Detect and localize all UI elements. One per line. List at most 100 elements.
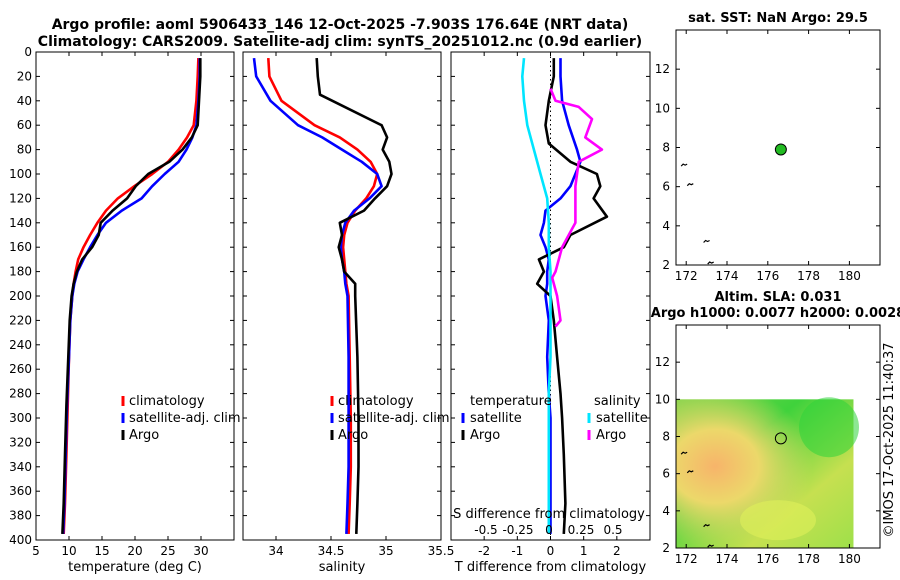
y-tick-label: 12 bbox=[655, 62, 670, 76]
island-outline bbox=[703, 523, 710, 528]
series-t-argo bbox=[535, 58, 609, 534]
island-outline bbox=[686, 182, 694, 187]
imos-timestamp: ©IMOS 17-Oct-2025 11:40:37 bbox=[882, 342, 897, 537]
island-outline bbox=[707, 544, 714, 548]
temperature-panel: 0 20 40 60 80 100 120 140 160 180 200 220 240 260 280 3… bbox=[9, 45, 241, 575]
x-tick-label: 1 bbox=[580, 544, 588, 558]
y-tick-label: 240 bbox=[9, 338, 32, 352]
y-tick-label: 320 bbox=[9, 435, 32, 449]
x-tick-label: 178 bbox=[797, 269, 820, 283]
legend-title-salinity: salinity bbox=[594, 394, 641, 409]
y-tick-label: 2 bbox=[662, 541, 670, 555]
y-tick-label: 160 bbox=[9, 240, 32, 254]
y-tick-label: 4 bbox=[662, 504, 670, 518]
y-tick-label: 0 bbox=[24, 45, 32, 59]
x-tick-label: 30 bbox=[193, 544, 208, 558]
map-title-line: Altim. SLA: 0.031 bbox=[715, 290, 842, 305]
figure-title-line2: Climatology: CARS2009. Satellite-adj cli… bbox=[38, 34, 642, 50]
plot-frame bbox=[242, 51, 442, 541]
y-tick-label: 60 bbox=[17, 118, 32, 132]
argo-position-marker bbox=[774, 143, 787, 156]
x-tick-label: 15 bbox=[94, 544, 109, 558]
x2-axis-label: S difference from climatology bbox=[453, 507, 645, 522]
sla-yellow-patch bbox=[740, 500, 816, 541]
series-satellite-adj-clim bbox=[252, 57, 383, 534]
y-tick-label: 10 bbox=[655, 101, 670, 115]
y-tick-label: 180 bbox=[9, 265, 32, 279]
series-argo bbox=[315, 58, 393, 534]
island-outline bbox=[707, 261, 714, 265]
y-tick-label: 100 bbox=[9, 167, 32, 181]
x-tick-label: 34 bbox=[268, 544, 283, 558]
y-tick-label: 6 bbox=[662, 180, 670, 194]
y-tick-label: 400 bbox=[9, 533, 32, 547]
y-tick-label: 12 bbox=[655, 355, 670, 369]
y-tick-label: 4 bbox=[662, 219, 670, 233]
island-outline bbox=[680, 451, 688, 455]
sla-map-panel: 172 174 176 178 180 2 4 6 8 10 12 Altim. SLA: 0.031… bbox=[651, 290, 900, 566]
island-outline bbox=[703, 239, 710, 243]
y-tick-label: 20 bbox=[17, 69, 32, 83]
x-tick-label: 5 bbox=[32, 544, 40, 558]
series-s-satellite bbox=[520, 57, 552, 534]
x-tick-label: 180 bbox=[838, 552, 861, 566]
y-tick-label: 360 bbox=[9, 484, 32, 498]
x-tick-label: 172 bbox=[675, 552, 698, 566]
x2-tick-label: 0 bbox=[545, 523, 553, 537]
x2-tick-label: 0.25 bbox=[568, 523, 595, 537]
x-tick-label: 174 bbox=[716, 269, 739, 283]
sla-green-patch bbox=[799, 397, 859, 458]
x-tick-label: 10 bbox=[61, 544, 76, 558]
y-tick-label: 200 bbox=[9, 289, 32, 303]
salinity-panel: 34 34.5 35 35.5 salinity climatology satellite… bbox=[242, 51, 455, 575]
x-axis-label: temperature (deg C) bbox=[68, 560, 202, 575]
x-axis-label: T difference from climatology bbox=[454, 560, 647, 575]
legend-label-climatology: climatology bbox=[338, 394, 414, 409]
island-outline bbox=[686, 470, 694, 474]
legend-label-satellite-adj-clim: satellite-adj. clim bbox=[129, 411, 241, 426]
legend-label-argo: Argo bbox=[338, 428, 368, 443]
y-tick-label: 280 bbox=[9, 387, 32, 401]
legend-label-s-argo: Argo bbox=[596, 428, 626, 443]
map-title-line: Argo h1000: 0.0077 h2000: 0.0028 bbox=[651, 306, 900, 321]
y-tick-label: 10 bbox=[655, 392, 670, 406]
legend-label-argo: Argo bbox=[129, 428, 159, 443]
x-tick-label: 0 bbox=[547, 544, 555, 558]
x-axis-label: salinity bbox=[319, 560, 366, 575]
y-tick-label: 140 bbox=[9, 216, 32, 230]
x-tick-label: 174 bbox=[716, 552, 739, 566]
x-tick-label: -2 bbox=[478, 544, 490, 558]
legend-label-t-satellite: satellite bbox=[470, 411, 522, 426]
legend-label-t-argo: Argo bbox=[470, 428, 500, 443]
y-tick-label: 6 bbox=[662, 467, 670, 481]
x-tick-label: 35 bbox=[378, 544, 393, 558]
difference-panel: -2 -1 0 1 2 T difference from climatology temp… bbox=[450, 51, 651, 575]
y-tick-label: 300 bbox=[9, 411, 32, 425]
x2-tick-label: 0.5 bbox=[603, 523, 622, 537]
legend-label-satellite-adj-clim: satellite-adj. clim bbox=[338, 411, 450, 426]
sst-map-panel: 172 174 176 178 180 2 4 6 8 10 12 sat. SST: NaN Arg… bbox=[655, 11, 881, 283]
x-tick-label: 176 bbox=[756, 269, 779, 283]
series-argo bbox=[61, 58, 202, 534]
legend-title-temperature: temperature bbox=[470, 394, 552, 409]
map-title-line: sat. SST: NaN Argo: 29.5 bbox=[688, 11, 868, 26]
legend-label-climatology: climatology bbox=[129, 394, 205, 409]
y-tick-label: 40 bbox=[17, 94, 32, 108]
y-tick-label: 340 bbox=[9, 460, 32, 474]
series-climatology bbox=[267, 58, 379, 534]
island-outline bbox=[680, 163, 688, 167]
legend-label-s-satellite: satellite bbox=[596, 411, 648, 426]
figure-title-line1: Argo profile: aoml 5906433_146 12-Oct-20… bbox=[52, 17, 629, 33]
plot-frame bbox=[35, 51, 235, 541]
x-tick-label: 34.5 bbox=[318, 544, 345, 558]
argo-position-marker bbox=[774, 432, 787, 445]
y-tick-label: 2 bbox=[662, 258, 670, 272]
x2-tick-label: -0.25 bbox=[502, 523, 533, 537]
x-tick-label: 2 bbox=[613, 544, 621, 558]
x2-tick-label: -0.5 bbox=[474, 523, 497, 537]
y-tick-label: 220 bbox=[9, 313, 32, 327]
y-tick-label: 120 bbox=[9, 191, 32, 205]
y-tick-label: 8 bbox=[662, 430, 670, 444]
x-tick-label: 35.5 bbox=[428, 544, 455, 558]
